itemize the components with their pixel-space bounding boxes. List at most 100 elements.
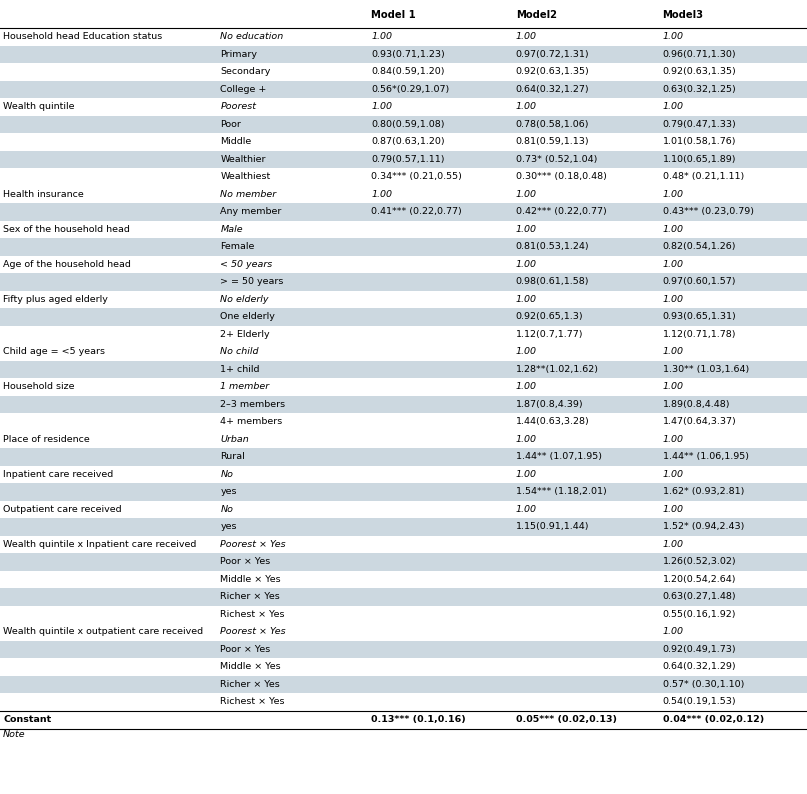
Text: 1.89(0.8,4.48): 1.89(0.8,4.48) [663,399,730,409]
Text: 0.54(0.19,1.53): 0.54(0.19,1.53) [663,697,736,706]
Text: Model2: Model2 [516,10,557,20]
Text: 1.47(0.64,3.37): 1.47(0.64,3.37) [663,418,736,426]
Text: 0.56*(0.29,1.07): 0.56*(0.29,1.07) [371,85,449,94]
Text: 0.97(0.72,1.31): 0.97(0.72,1.31) [516,50,589,59]
Bar [0,676,807,693]
Text: Household size: Household size [3,382,75,391]
Text: 0.73* (0.52,1.04): 0.73* (0.52,1.04) [516,155,597,164]
Text: No: No [220,470,233,479]
Text: 1.00: 1.00 [663,435,684,444]
Text: 1.00: 1.00 [516,225,537,233]
Text: 1.26(0.52,3.02): 1.26(0.52,3.02) [663,557,736,566]
Text: College +: College + [220,85,266,94]
Text: 0.63(0.32,1.25): 0.63(0.32,1.25) [663,85,736,94]
Text: 0.92(0.63,1.35): 0.92(0.63,1.35) [663,67,736,76]
Text: Wealthier: Wealthier [220,155,266,164]
Text: 1.00: 1.00 [516,295,537,304]
Bar [0,273,807,291]
Text: Middle: Middle [220,137,252,146]
Text: Wealth quintile x outpatient care received: Wealth quintile x outpatient care receiv… [3,627,203,636]
Text: 1 member: 1 member [220,382,270,391]
Text: 1.12(0.7,1.77): 1.12(0.7,1.77) [516,330,583,339]
Text: 0.92(0.63,1.35): 0.92(0.63,1.35) [516,67,589,76]
Text: 1.54*** (1.18,2.01): 1.54*** (1.18,2.01) [516,488,606,496]
Text: Poorest: Poorest [220,102,257,111]
Text: Child age = <5 years: Child age = <5 years [3,347,105,357]
Text: 0.80(0.59,1.08): 0.80(0.59,1.08) [371,120,445,129]
Text: 1.00: 1.00 [516,435,537,444]
Text: Middle × Yes: Middle × Yes [220,662,281,671]
Text: 1.44(0.63,3.28): 1.44(0.63,3.28) [516,418,589,426]
Bar [0,360,807,378]
Text: No education: No education [220,33,283,41]
Text: 0.98(0.61,1.58): 0.98(0.61,1.58) [516,277,589,287]
Text: Richer × Yes: Richer × Yes [220,680,280,688]
Bar [0,203,807,221]
Text: 0.79(0.47,1.33): 0.79(0.47,1.33) [663,120,736,129]
Bar [0,518,807,535]
Text: 1.28**(1.02,1.62): 1.28**(1.02,1.62) [516,364,599,374]
Text: 1.20(0.54,2.64): 1.20(0.54,2.64) [663,575,736,584]
Text: 1.00: 1.00 [516,102,537,111]
Text: One elderly: One elderly [220,312,275,322]
Text: 2+ Elderly: 2+ Elderly [220,330,270,339]
Text: 0.43*** (0.23,0.79): 0.43*** (0.23,0.79) [663,207,754,216]
Text: 0.92(0.65,1.3): 0.92(0.65,1.3) [516,312,583,322]
Text: 1.00: 1.00 [663,382,684,391]
Text: 0.81(0.53,1.24): 0.81(0.53,1.24) [516,242,589,251]
Text: Primary: Primary [220,50,257,59]
Text: 0.96(0.71,1.30): 0.96(0.71,1.30) [663,50,736,59]
Text: 1.00: 1.00 [371,33,392,41]
Text: 1.00: 1.00 [663,540,684,549]
Text: 1.00: 1.00 [516,190,537,198]
Text: Household head Education status: Household head Education status [3,33,162,41]
Text: No elderly: No elderly [220,295,269,304]
Text: yes: yes [220,522,236,531]
Text: 0.81(0.59,1.13): 0.81(0.59,1.13) [516,137,589,146]
Text: 1.00: 1.00 [663,225,684,233]
Text: Constant: Constant [3,715,52,724]
Text: Sex of the household head: Sex of the household head [3,225,130,233]
Text: 0.84(0.59,1.20): 0.84(0.59,1.20) [371,67,445,76]
Text: Poor × Yes: Poor × Yes [220,645,270,653]
Text: 1.00: 1.00 [663,470,684,479]
Text: 0.93(0.65,1.31): 0.93(0.65,1.31) [663,312,736,322]
Text: 0.82(0.54,1.26): 0.82(0.54,1.26) [663,242,736,251]
Text: No child: No child [220,347,259,357]
Text: 1.00: 1.00 [663,102,684,111]
Text: Health insurance: Health insurance [3,190,84,198]
Text: 1.00: 1.00 [516,505,537,514]
Text: Poor: Poor [220,120,241,129]
Text: Model3: Model3 [663,10,704,20]
Bar [0,641,807,658]
Text: 1.00: 1.00 [516,382,537,391]
Text: Poorest × Yes: Poorest × Yes [220,540,286,549]
Text: Richer × Yes: Richer × Yes [220,592,280,601]
Text: 1.00: 1.00 [663,33,684,41]
Text: Inpatient care received: Inpatient care received [3,470,114,479]
Text: No member: No member [220,190,277,198]
Bar [0,45,807,63]
Text: 0.30*** (0.18,0.48): 0.30*** (0.18,0.48) [516,172,607,181]
Text: Richest × Yes: Richest × Yes [220,697,285,706]
Text: Poor × Yes: Poor × Yes [220,557,270,566]
Bar [0,308,807,326]
Text: Secondary: Secondary [220,67,270,76]
Text: 0.92(0.49,1.73): 0.92(0.49,1.73) [663,645,736,653]
Text: Note: Note [3,730,26,739]
Text: 1.52* (0.94,2.43): 1.52* (0.94,2.43) [663,522,744,531]
Text: > = 50 years: > = 50 years [220,277,284,287]
Text: 0.64(0.32,1.29): 0.64(0.32,1.29) [663,662,736,671]
Text: 0.13*** (0.1,0.16): 0.13*** (0.1,0.16) [371,715,466,724]
Text: 1.00: 1.00 [516,470,537,479]
Text: 1.00: 1.00 [663,505,684,514]
Bar [0,395,807,413]
Text: Place of residence: Place of residence [3,435,90,444]
Text: 1.00: 1.00 [663,260,684,268]
Text: Male: Male [220,225,243,233]
Text: 0.04*** (0.02,0.12): 0.04*** (0.02,0.12) [663,715,763,724]
Text: No: No [220,505,233,514]
Text: < 50 years: < 50 years [220,260,273,268]
Text: Richest × Yes: Richest × Yes [220,610,285,619]
Text: 0.05*** (0.02,0.13): 0.05*** (0.02,0.13) [516,715,617,724]
